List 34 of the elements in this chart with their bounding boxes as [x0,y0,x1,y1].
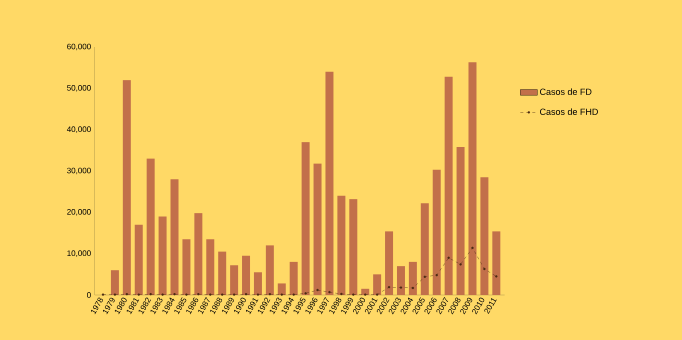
bar [314,164,322,295]
bar [290,262,298,295]
bar [492,231,500,295]
bar [170,179,179,295]
bar [194,213,202,295]
bar [218,252,226,295]
bar [420,203,429,295]
bar [396,266,405,295]
bar [468,62,476,295]
bar [408,262,417,295]
bar [206,239,214,295]
bar [302,142,310,295]
bar [456,147,465,295]
bar [158,216,167,295]
bar [146,158,155,295]
bar [385,231,394,295]
legend-label: Casos de FD [540,88,592,95]
bar [242,256,250,295]
bar [373,274,382,295]
bar [480,177,488,295]
bar [182,239,190,295]
bar [337,196,346,295]
bar [278,283,286,295]
bar [122,80,131,295]
bar [325,72,334,295]
bar [110,270,119,295]
bar [266,245,274,295]
legend-label: Casos de FHD [540,108,598,115]
bar [254,272,262,295]
bar [432,170,441,295]
bar [230,265,238,295]
bar [444,76,453,295]
bar [134,224,143,295]
bar [349,199,358,295]
